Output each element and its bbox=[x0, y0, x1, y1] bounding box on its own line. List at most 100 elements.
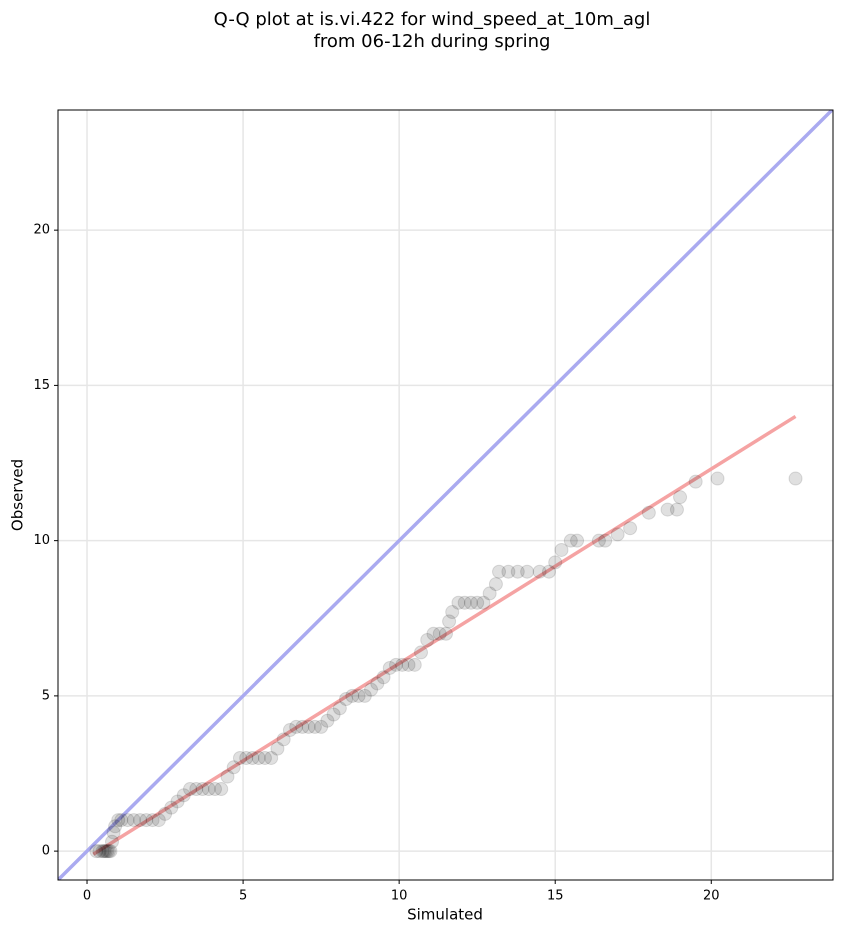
point bbox=[688, 474, 703, 489]
point bbox=[570, 533, 585, 548]
x-tick-label: 10 bbox=[391, 889, 408, 904]
point bbox=[470, 595, 485, 610]
y-tick-label: 20 bbox=[33, 223, 50, 238]
point bbox=[245, 750, 260, 765]
point bbox=[251, 750, 266, 765]
point bbox=[332, 701, 347, 716]
point bbox=[220, 769, 235, 784]
point bbox=[351, 688, 366, 703]
point bbox=[554, 542, 569, 557]
point bbox=[610, 527, 625, 542]
point bbox=[492, 564, 507, 579]
point bbox=[442, 614, 457, 629]
chart-subtitle: from 06-12h during spring bbox=[314, 31, 551, 52]
point bbox=[320, 713, 335, 728]
point bbox=[183, 782, 198, 797]
point bbox=[97, 844, 112, 859]
point bbox=[326, 707, 341, 722]
x-tick-label: 15 bbox=[547, 889, 564, 904]
point bbox=[114, 813, 129, 828]
point bbox=[563, 533, 578, 548]
point bbox=[488, 577, 503, 592]
point bbox=[345, 688, 360, 703]
point bbox=[401, 657, 416, 672]
x-tick-label: 0 bbox=[83, 889, 91, 904]
x-axis-label: Simulated bbox=[407, 906, 483, 924]
point bbox=[407, 657, 422, 672]
point bbox=[301, 719, 316, 734]
point bbox=[395, 657, 410, 672]
point bbox=[98, 844, 113, 859]
point bbox=[195, 782, 210, 797]
point bbox=[660, 502, 675, 517]
point bbox=[170, 794, 185, 809]
point bbox=[482, 586, 497, 601]
chart-title: Q-Q plot at is.vi.422 for wind_speed_at_… bbox=[214, 9, 651, 30]
point bbox=[145, 813, 160, 828]
point bbox=[432, 626, 447, 641]
point bbox=[226, 760, 241, 775]
point bbox=[104, 834, 119, 849]
point bbox=[289, 719, 304, 734]
point bbox=[420, 632, 435, 647]
point bbox=[133, 813, 148, 828]
point bbox=[548, 555, 563, 570]
point bbox=[307, 719, 322, 734]
point bbox=[413, 645, 428, 660]
point bbox=[189, 782, 204, 797]
point bbox=[357, 688, 372, 703]
point bbox=[339, 691, 354, 706]
point bbox=[426, 626, 441, 641]
point bbox=[257, 750, 272, 765]
point bbox=[457, 595, 472, 610]
point bbox=[164, 800, 179, 815]
point bbox=[510, 564, 525, 579]
point bbox=[158, 806, 173, 821]
point bbox=[598, 533, 613, 548]
y-tick-label: 10 bbox=[33, 533, 50, 548]
point bbox=[270, 741, 285, 756]
point bbox=[463, 595, 478, 610]
point bbox=[139, 813, 154, 828]
point bbox=[541, 564, 556, 579]
point bbox=[201, 782, 216, 797]
point bbox=[669, 502, 684, 517]
point bbox=[623, 521, 638, 536]
point bbox=[214, 782, 229, 797]
y-tick-label: 15 bbox=[33, 378, 50, 393]
point bbox=[364, 682, 379, 697]
grid bbox=[58, 110, 833, 880]
point bbox=[314, 719, 329, 734]
point bbox=[101, 844, 116, 859]
point bbox=[451, 595, 466, 610]
point bbox=[532, 564, 547, 579]
point bbox=[382, 660, 397, 675]
point bbox=[207, 782, 222, 797]
point bbox=[264, 750, 279, 765]
point bbox=[151, 813, 166, 828]
point bbox=[520, 564, 535, 579]
reference-line bbox=[58, 110, 833, 880]
point bbox=[501, 564, 516, 579]
point bbox=[282, 723, 297, 738]
point bbox=[276, 732, 291, 747]
point bbox=[176, 788, 191, 803]
y-axis-label: Observed bbox=[9, 459, 27, 531]
point bbox=[295, 719, 310, 734]
point bbox=[389, 657, 404, 672]
point bbox=[232, 750, 247, 765]
plot-frame bbox=[57, 109, 834, 881]
reference-line bbox=[92, 414, 797, 856]
point bbox=[111, 813, 126, 828]
point bbox=[476, 595, 491, 610]
point bbox=[108, 819, 123, 834]
point bbox=[710, 471, 725, 486]
point bbox=[591, 533, 606, 548]
point bbox=[95, 844, 110, 859]
point bbox=[106, 825, 121, 840]
point bbox=[92, 844, 107, 859]
x-tick-label: 20 bbox=[703, 889, 720, 904]
y-tick-label: 5 bbox=[42, 688, 50, 703]
point bbox=[103, 844, 118, 859]
point bbox=[370, 676, 385, 691]
